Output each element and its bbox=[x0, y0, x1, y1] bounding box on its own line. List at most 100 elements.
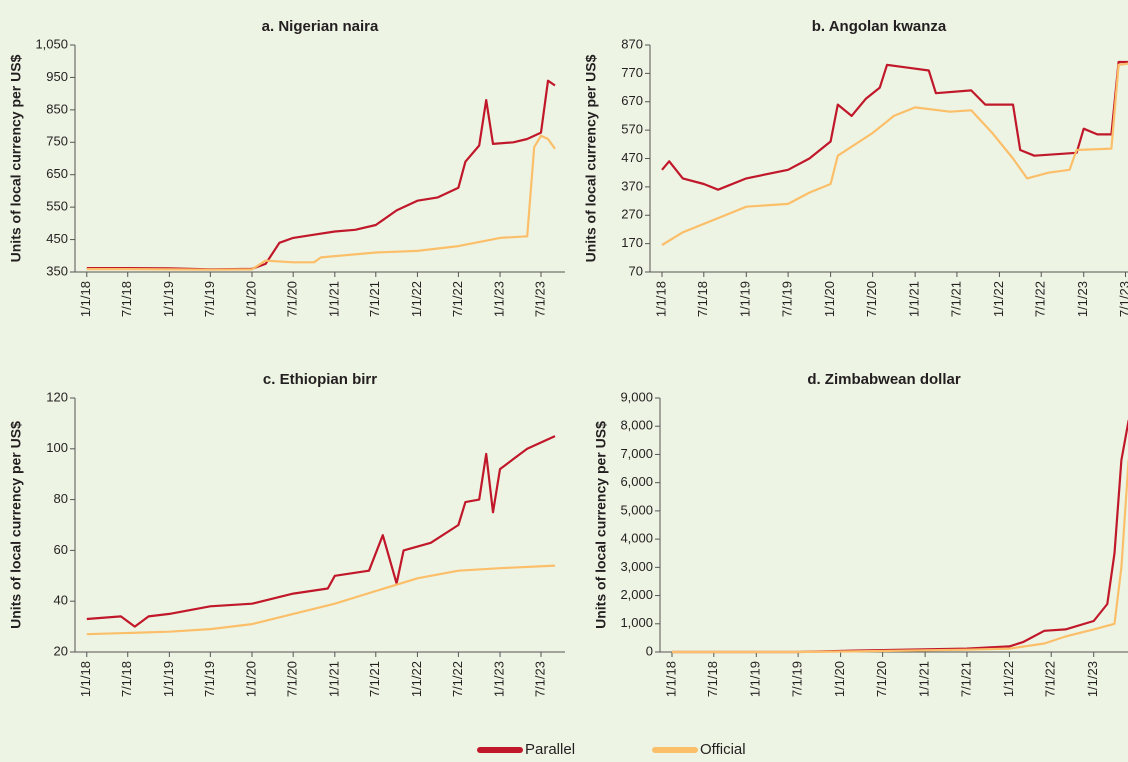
x-tick-label: 7/1/21 bbox=[367, 661, 382, 697]
y-tick-label: 270 bbox=[621, 207, 643, 222]
x-tick-label: 7/1/18 bbox=[119, 281, 134, 317]
y-tick-label: 40 bbox=[54, 593, 68, 608]
y-tick-label: 8,000 bbox=[620, 418, 653, 433]
y-tick-label: 5,000 bbox=[620, 502, 653, 517]
y-tick-label: 350 bbox=[46, 263, 68, 278]
x-tick-label: 7/1/21 bbox=[948, 281, 963, 317]
x-tick-label: 1/1/18 bbox=[78, 661, 93, 697]
x-tick-label: 1/1/23 bbox=[491, 281, 506, 317]
x-tick-label: 1/1/22 bbox=[1001, 661, 1016, 697]
y-tick-label: 7,000 bbox=[620, 446, 653, 461]
y-tick-label: 20 bbox=[54, 643, 68, 658]
x-tick-label: 7/1/20 bbox=[864, 281, 879, 317]
x-tick-label: 1/1/21 bbox=[907, 281, 922, 317]
y-tick-label: 100 bbox=[46, 440, 68, 455]
x-tick-label: 1/1/23 bbox=[1075, 281, 1090, 317]
y-tick-label: 870 bbox=[621, 36, 643, 51]
x-tick-label: 1/1/20 bbox=[243, 281, 258, 317]
x-tick-label: 7/1/19 bbox=[780, 281, 795, 317]
y-tick-label: 4,000 bbox=[620, 531, 653, 546]
series-line bbox=[672, 459, 1128, 654]
x-tick-label: 1/1/21 bbox=[326, 661, 341, 697]
series-line bbox=[86, 435, 556, 628]
y-tick-label: 6,000 bbox=[620, 474, 653, 489]
y-tick-label: 570 bbox=[621, 122, 643, 137]
legend-label: Parallel bbox=[525, 741, 575, 758]
x-tick-label: 7/1/19 bbox=[202, 281, 217, 317]
y-tick-label: 470 bbox=[621, 150, 643, 165]
x-tick-label: 1/1/19 bbox=[748, 661, 763, 697]
y-tick-label: 60 bbox=[54, 542, 68, 557]
series-line bbox=[86, 134, 556, 271]
x-tick-label: 1/1/20 bbox=[822, 281, 837, 317]
x-tick-label: 7/1/22 bbox=[1033, 281, 1048, 317]
y-tick-label: 120 bbox=[46, 389, 68, 404]
x-tick-label: 1/1/20 bbox=[243, 661, 258, 697]
x-tick-label: 1/1/19 bbox=[161, 661, 176, 697]
x-tick-label: 1/1/21 bbox=[326, 281, 341, 317]
x-tick-label: 7/1/19 bbox=[790, 661, 805, 697]
x-tick-label: 1/1/19 bbox=[161, 281, 176, 317]
x-tick-label: 7/1/19 bbox=[202, 661, 217, 697]
y-axis-label: Units of local currency per US$ bbox=[8, 421, 24, 629]
y-tick-label: 80 bbox=[54, 491, 68, 506]
x-tick-label: 7/1/20 bbox=[874, 661, 889, 697]
x-tick-label: 7/1/21 bbox=[367, 281, 382, 317]
x-tick-label: 7/1/20 bbox=[285, 281, 300, 317]
x-tick-label: 7/1/22 bbox=[450, 661, 465, 697]
y-tick-label: 70 bbox=[629, 263, 643, 278]
y-tick-label: 0 bbox=[646, 643, 653, 658]
y-tick-label: 1,050 bbox=[35, 36, 68, 51]
y-tick-label: 550 bbox=[46, 199, 68, 214]
x-tick-label: 7/1/23 bbox=[1127, 661, 1128, 697]
chart-title: c. Ethiopian birr bbox=[263, 371, 377, 388]
x-tick-label: 1/1/18 bbox=[78, 281, 93, 317]
y-tick-label: 370 bbox=[621, 178, 643, 193]
x-tick-label: 7/1/21 bbox=[958, 661, 973, 697]
x-tick-label: 1/1/22 bbox=[409, 661, 424, 697]
x-tick-label: 7/1/18 bbox=[695, 281, 710, 317]
chart-title: b. Angolan kwanza bbox=[812, 18, 947, 35]
y-axis-label: Units of local currency per US$ bbox=[8, 54, 24, 262]
series-line bbox=[86, 564, 556, 636]
x-tick-label: 7/1/18 bbox=[705, 661, 720, 697]
x-tick-label: 7/1/23 bbox=[532, 281, 547, 317]
y-axis-label: Units of local currency per US$ bbox=[593, 421, 609, 629]
series-line bbox=[661, 62, 1128, 246]
chart-title: a. Nigerian naira bbox=[262, 18, 379, 35]
x-tick-label: 1/1/22 bbox=[409, 281, 424, 317]
x-tick-label: 7/1/20 bbox=[285, 661, 300, 697]
y-tick-label: 9,000 bbox=[620, 389, 653, 404]
chart-title: d. Zimbabwean dollar bbox=[807, 371, 961, 388]
x-tick-label: 7/1/23 bbox=[1117, 281, 1128, 317]
y-tick-label: 2,000 bbox=[620, 587, 653, 602]
y-tick-label: 770 bbox=[621, 65, 643, 80]
x-tick-label: 1/1/23 bbox=[1085, 661, 1100, 697]
x-tick-label: 1/1/22 bbox=[991, 281, 1006, 317]
x-tick-label: 1/1/19 bbox=[738, 281, 753, 317]
y-tick-label: 950 bbox=[46, 69, 68, 84]
x-tick-label: 1/1/18 bbox=[663, 661, 678, 697]
x-tick-label: 1/1/18 bbox=[653, 281, 668, 317]
y-tick-label: 670 bbox=[621, 93, 643, 108]
x-tick-label: 1/1/23 bbox=[491, 661, 506, 697]
series-line bbox=[661, 60, 1128, 191]
y-tick-label: 650 bbox=[46, 166, 68, 181]
x-tick-label: 1/1/21 bbox=[917, 661, 932, 697]
x-tick-label: 7/1/18 bbox=[119, 661, 134, 697]
y-tick-label: 1,000 bbox=[620, 615, 653, 630]
y-tick-label: 170 bbox=[621, 235, 643, 250]
y-tick-label: 450 bbox=[46, 231, 68, 246]
y-tick-label: 3,000 bbox=[620, 559, 653, 574]
y-axis-label: Units of local currency per US$ bbox=[583, 54, 599, 262]
x-tick-label: 7/1/22 bbox=[1043, 661, 1058, 697]
x-tick-label: 1/1/20 bbox=[832, 661, 847, 697]
series-line bbox=[672, 419, 1128, 654]
x-tick-label: 7/1/22 bbox=[450, 281, 465, 317]
x-tick-label: 7/1/23 bbox=[532, 661, 547, 697]
y-tick-label: 750 bbox=[46, 134, 68, 149]
y-tick-label: 850 bbox=[46, 101, 68, 116]
legend-label: Official bbox=[700, 741, 746, 758]
